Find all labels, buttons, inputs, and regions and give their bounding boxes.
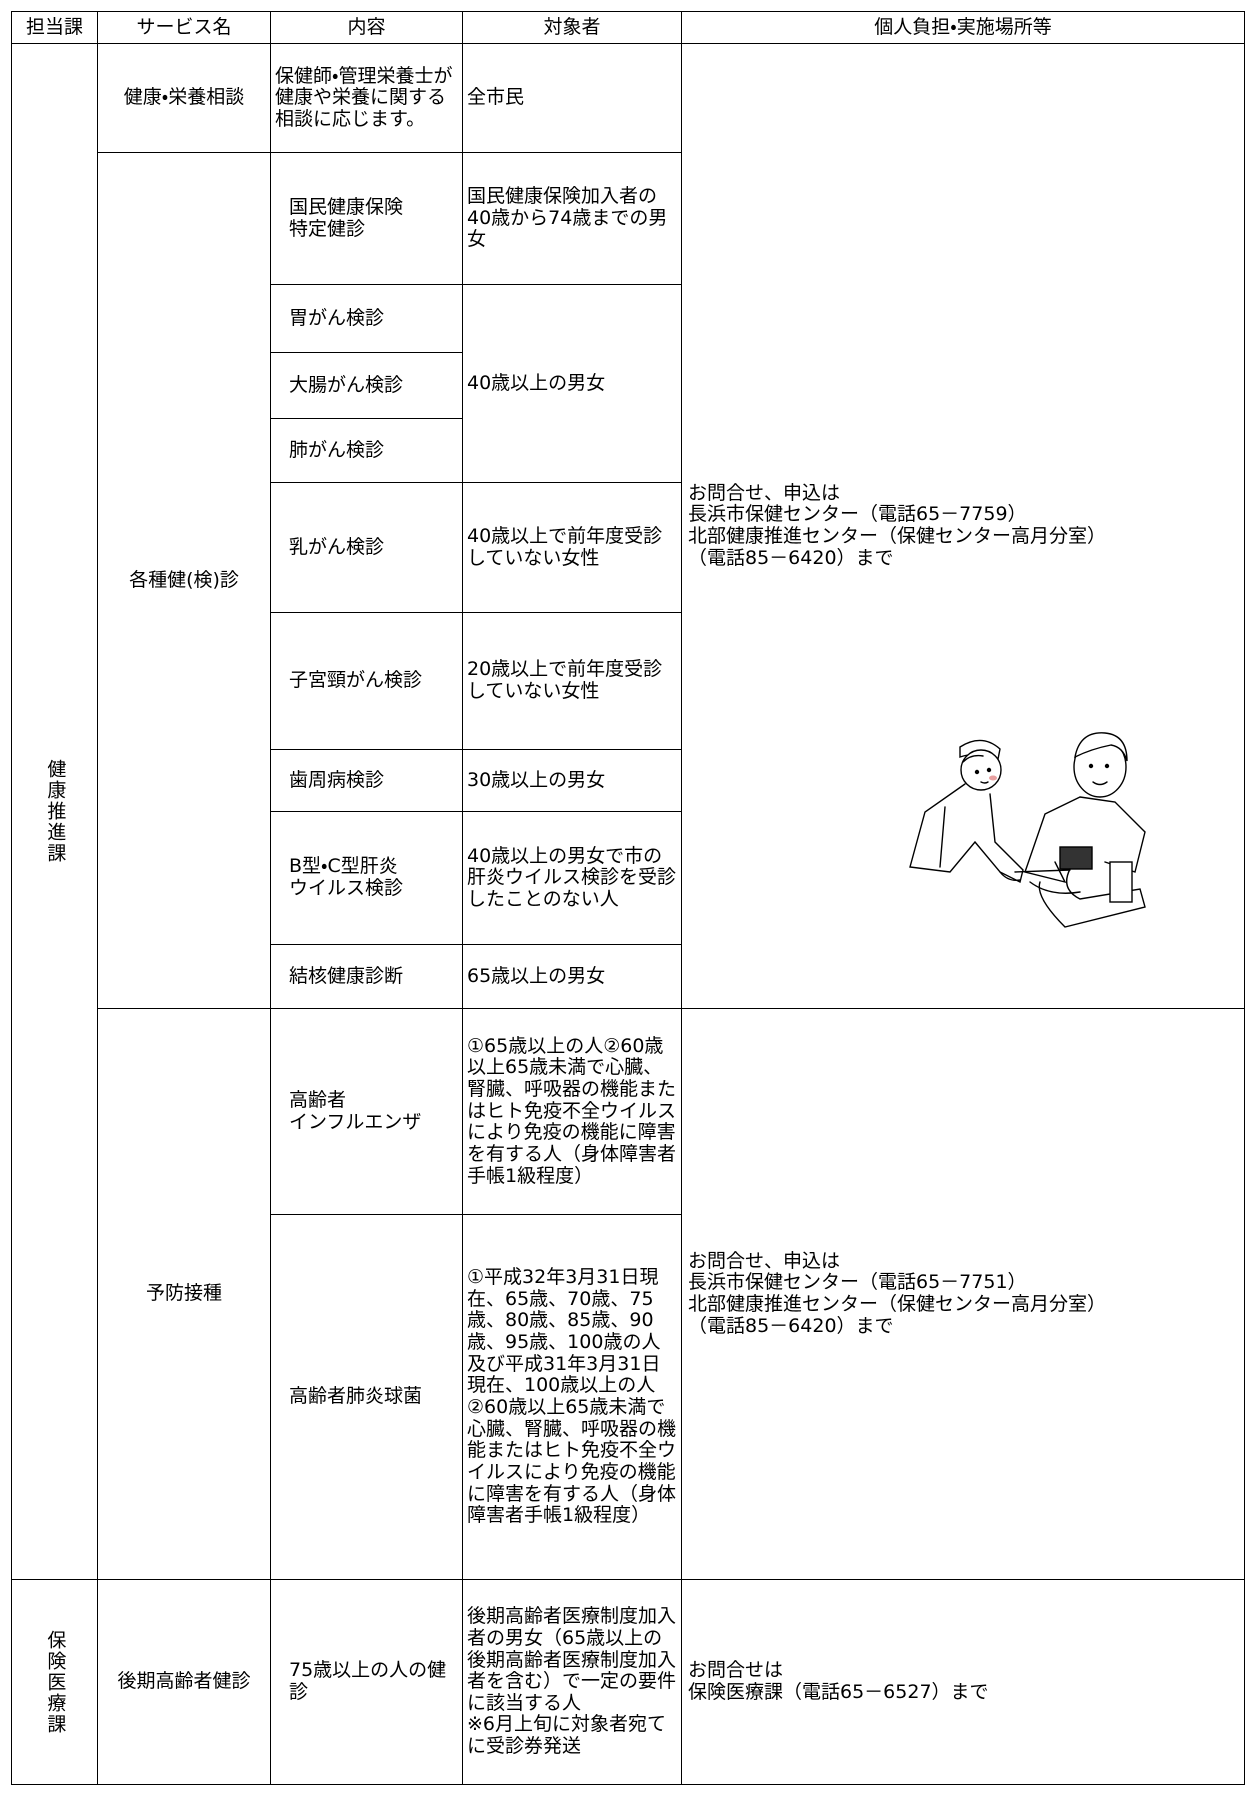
header-cell: サービス名 [97, 11, 271, 44]
service: 各種健(検)診 [97, 152, 271, 1009]
target: 40歳以上で前年度受診していない女性 [462, 482, 682, 613]
department: 健康推進課 [44, 759, 67, 864]
header-row: 担当課 サービス名 内容 対象者 個人負担・実施場所等 [11, 11, 1245, 44]
service: 健康・栄養相談 [97, 43, 271, 153]
contact: お問合せ、申込は 長浜市保健センター（電話65－7759） 北部健康推進センター… [681, 43, 1245, 1009]
content: 国民健康保険 特定健診 [270, 152, 463, 285]
target: 国民健康保険加入者の40歳から74歳までの男女 [462, 152, 682, 285]
content: 乳がん検診 [270, 482, 463, 613]
row: 健康推進課 健康・栄養相談 保健師・管理栄養士が健康や栄養に関する相談に応じます… [11, 43, 1245, 1580]
row: 大腸がん検診 [12, 352, 1245, 419]
target: 40歳以上の男女で市の肝炎ウイルス検診を受診したことのない人 [462, 811, 682, 945]
department-cell: 保険医療課 [11, 1579, 98, 1785]
content: 大腸がん検診 [270, 352, 463, 419]
row: 保険医療課 後期高齢者健診 75歳以上の人の健診 後期高齢者医療制度加入者の男女… [11, 1579, 1245, 1785]
row: 高齢者肺炎球菌 ①平成32年3月31日現在、65歳、70歳、75歳、80歳、85… [12, 1214, 1245, 1580]
header-cell: 内容 [270, 11, 463, 44]
content: 胃がん検診 [270, 284, 463, 353]
header-cell: 担当課 [11, 11, 98, 44]
content: 結核健康診断 [270, 944, 463, 1009]
header-cell: 対象者 [462, 11, 682, 44]
service: 後期高齢者健診 [97, 1579, 271, 1785]
target: ①平成32年3月31日現在、65歳、70歳、75歳、80歳、85歳、90歳、95… [462, 1214, 682, 1580]
target: 65歳以上の男女 [462, 944, 682, 1009]
row: B型・C型肝炎 ウイルス検診 40歳以上の男女で市の肝炎ウイルス検診を受診したこ… [12, 811, 1245, 945]
content: 高齢者 インフルエンザ [270, 1008, 463, 1215]
row: 各種健(検)診 国民健康保険 特定健診 国民健康保険加入者の40歳から74歳まで… [12, 152, 1245, 1009]
content: 75歳以上の人の健診 [270, 1579, 463, 1785]
content: B型・C型肝炎 ウイルス検診 [270, 811, 463, 945]
target: 後期高齢者医療制度加入者の男女（65歳以上の後期高齢者医療制度加入者を含む）で一… [462, 1579, 682, 1785]
target: 20歳以上で前年度受診していない女性 [462, 612, 682, 750]
nurse-illustration [909, 732, 1146, 928]
content: 保健師・管理栄養士が健康や栄養に関する相談に応じます。 [270, 43, 463, 153]
contact: お問合せは 保険医療課（電話65－6527）まで [681, 1579, 1245, 1785]
row: 乳がん検診 40歳以上で前年度受診していない女性 [12, 482, 1245, 613]
target: ①65歳以上の人②60歳以上65歳未満で心臓、腎臓、呼吸器の機能またはヒト免疫不… [462, 1008, 682, 1215]
department-cell: 健康推進課 [11, 43, 98, 1580]
target: 30歳以上の男女 [462, 749, 682, 812]
content: 高齢者肺炎球菌 [270, 1214, 463, 1580]
content: 肺がん検診 [270, 418, 463, 483]
row: 肺がん検診 [12, 418, 1245, 483]
row: 予防接種 高齢者 インフルエンザ ①65歳以上の人②60歳以上65歳未満で心臓、… [12, 1008, 1245, 1580]
target: 40歳以上の男女 [462, 284, 682, 483]
content: 歯周病検診 [270, 749, 463, 812]
content: 子宮頸がん検診 [270, 612, 463, 750]
row: 結核健康診断 65歳以上の男女 [12, 944, 1245, 1009]
target: 全市民 [462, 43, 682, 153]
department: 保険医療課 [44, 1629, 67, 1735]
service-table: 担当課 サービス名 内容 対象者 個人負担・実施場所等 健康推進課 健康・栄養相… [11, 11, 1245, 1785]
service: 予防接種 [97, 1008, 271, 1580]
row: 胃がん検診 40歳以上の男女 [12, 284, 1245, 483]
row: 子宮頸がん検診 20歳以上で前年度受診していない女性 [12, 612, 1245, 750]
contact: お問合せ、申込は 長浜市保健センター（電話65－7751） 北部健康推進センター… [681, 1008, 1245, 1580]
header-cell: 個人負担・実施場所等 [681, 11, 1245, 44]
